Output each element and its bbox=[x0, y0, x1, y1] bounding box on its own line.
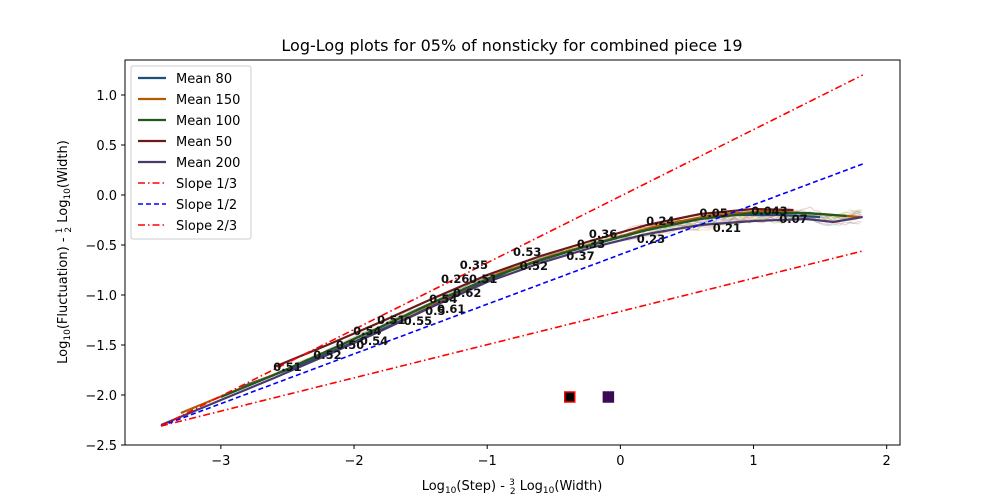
slope-annotation: 0.33 bbox=[577, 237, 605, 251]
y-tick-label: −0.5 bbox=[85, 239, 117, 254]
slope-annotation: 0.52 bbox=[520, 259, 548, 273]
slope-annotation: 0.07 bbox=[779, 212, 807, 226]
x-tick-label: −3 bbox=[211, 454, 230, 469]
slope-annotation: 0.54 bbox=[353, 324, 381, 338]
slope-annotation: 0.51 bbox=[377, 313, 405, 327]
y-tick-label: −1.5 bbox=[85, 339, 117, 354]
slope-annotation: 0.62 bbox=[453, 286, 481, 300]
slope-annotation: 0.54 bbox=[360, 334, 388, 348]
y-tick-label: −2.0 bbox=[85, 389, 117, 404]
chart-legend: Mean 80 Mean 150 Mean 100 Mean 50 Mean 200 Sl… bbox=[130, 65, 252, 240]
y-tick-label: −1.0 bbox=[85, 289, 117, 304]
y-axis-ticks: −2.5 −2.0 −1.5 −1.0 −0.5 0.0 0.5 1.0 bbox=[85, 89, 125, 454]
series-line-slope-1-2 bbox=[160, 163, 863, 427]
series-line-mean-200 bbox=[160, 215, 863, 427]
square-marker bbox=[602, 391, 615, 403]
slope-annotation: 0.52 bbox=[313, 348, 341, 362]
x-tick-label: 1 bbox=[749, 454, 757, 469]
y-tick-label: 1.0 bbox=[96, 89, 117, 104]
slope-annotation: 0.37 bbox=[566, 249, 594, 263]
y-axis-label: Log10(Fluctuation) - 12 Log10(Width) bbox=[55, 140, 74, 364]
legend-label: Mean 150 bbox=[176, 93, 240, 108]
series-line-mean-100 bbox=[220, 211, 847, 399]
slope-annotation: 0.35 bbox=[460, 258, 488, 272]
slope-annotation: 0.36 bbox=[589, 227, 617, 241]
series-lines bbox=[160, 74, 864, 427]
series-line-slope-1-3 bbox=[160, 250, 863, 427]
x-tick-label: −2 bbox=[344, 454, 363, 469]
legend-label: Mean 50 bbox=[176, 135, 232, 150]
slope-annotation: 0.043 bbox=[751, 204, 787, 218]
x-tick-label: 2 bbox=[883, 454, 891, 469]
y-tick-label: −2.5 bbox=[85, 439, 117, 454]
legend-label: Slope 1/2 bbox=[176, 198, 237, 213]
point-markers bbox=[564, 391, 615, 403]
slope-annotation: 0.54 bbox=[429, 292, 457, 306]
slope-annotations: 0.510.520.500.540.540.510.550.50.610.540… bbox=[273, 204, 807, 374]
legend-box bbox=[130, 65, 252, 240]
slope-annotation: 0.55 bbox=[404, 314, 432, 328]
slope-annotation: 0.50 bbox=[336, 338, 364, 352]
x-axis-ticks: −3 −2 −1 0 1 2 bbox=[211, 445, 891, 469]
slope-annotation: 0.5 bbox=[425, 304, 445, 318]
slope-annotation: 0.21 bbox=[713, 221, 741, 235]
legend-label: Mean 200 bbox=[176, 156, 240, 171]
x-tick-label: −1 bbox=[478, 454, 497, 469]
slope-annotation: 0.61 bbox=[437, 302, 465, 316]
legend-label: Slope 2/3 bbox=[176, 219, 237, 234]
slope-annotation: 0.05 bbox=[699, 206, 727, 220]
x-tick-label: 0 bbox=[616, 454, 624, 469]
slope-annotation: 0.53 bbox=[513, 245, 541, 259]
slope-annotation: 0.51 bbox=[469, 272, 497, 286]
slope-annotation: 0.23 bbox=[637, 232, 665, 246]
slope-annotation: 0.26 bbox=[441, 272, 469, 286]
chart-title: Log-Log plots for 05% of nonsticky for c… bbox=[281, 36, 742, 55]
series-line-slope-2-3 bbox=[160, 74, 864, 427]
legend-label: Mean 80 bbox=[176, 72, 232, 87]
legend-label: Slope 1/3 bbox=[176, 177, 237, 192]
y-tick-label: 0.5 bbox=[96, 139, 117, 154]
square-marker bbox=[564, 391, 576, 403]
plot-frame bbox=[124, 59, 901, 446]
slope-annotation: 0.24 bbox=[646, 214, 674, 228]
y-tick-label: 0.0 bbox=[96, 189, 117, 204]
series-line-mean-150 bbox=[180, 209, 861, 415]
series-line-mean-50 bbox=[273, 207, 794, 369]
legend-label: Mean 100 bbox=[176, 114, 240, 129]
slope-annotation: 0.51 bbox=[273, 360, 301, 374]
